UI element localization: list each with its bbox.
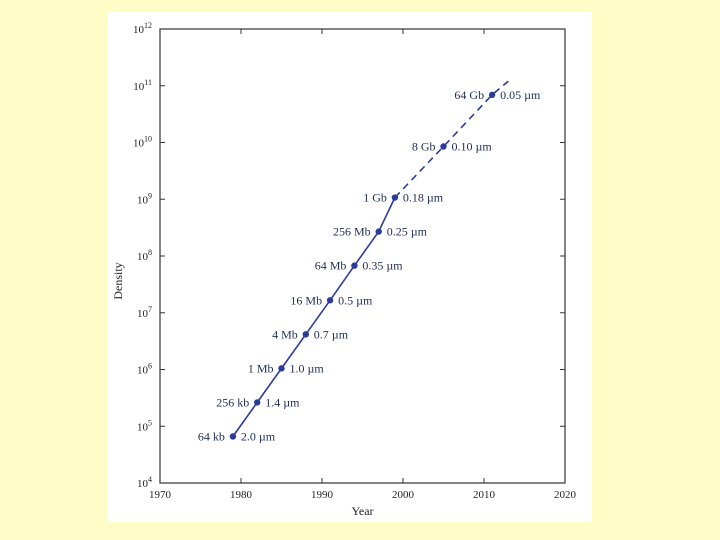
capacity-label: 256 kb — [216, 395, 249, 409]
tick-layer: 1970 1980 1990 2000 2010 2020 104 105 106 107 108 1… — [133, 21, 577, 501]
capacity-label: 64 kb — [198, 429, 225, 443]
data-point — [326, 297, 334, 304]
data-point — [254, 399, 261, 406]
data-point — [440, 143, 447, 150]
capacity-label: 8 Gb — [412, 139, 436, 153]
data-point — [391, 194, 399, 201]
data-points — [229, 91, 496, 440]
y-tick-label: 107 — [137, 305, 152, 320]
feature-size-label: 1.0 µm — [290, 361, 325, 375]
feature-size-label: 2.0 µm — [241, 429, 276, 443]
y-tick-label: 1010 — [133, 135, 152, 150]
capacity-label: 16 Mb — [290, 293, 322, 307]
point-labels: 64 kb 2.0 µm 256 kb 1.4 µm 1 Mb 1.0 µm 4 Mb 0.7… — [198, 88, 541, 444]
capacity-label: 256 Mb — [333, 225, 371, 239]
feature-size-label: 1.4 µm — [265, 395, 300, 409]
feature-size-label: 0.10 µm — [452, 139, 493, 153]
data-point — [278, 365, 285, 372]
x-tick-label: 2020 — [554, 489, 577, 501]
capacity-label: 64 Gb — [454, 88, 484, 102]
data-point — [229, 433, 237, 440]
x-tick-label: 2000 — [392, 489, 415, 501]
feature-size-label: 0.18 µm — [403, 191, 444, 205]
x-tick-label: 1990 — [311, 489, 334, 501]
feature-size-label: 0.7 µm — [314, 327, 349, 341]
capacity-label: 64 Mb — [315, 259, 347, 273]
y-tick-label: 106 — [137, 362, 152, 377]
capacity-label: 4 Mb — [272, 327, 298, 341]
density-chart: 1970 1980 1990 2000 2010 2020 104 105 106 107 108 1… — [111, 21, 577, 518]
y-tick-label: 109 — [137, 191, 152, 206]
feature-size-label: 0.05 µm — [500, 88, 541, 102]
capacity-label: 1 Gb — [363, 191, 387, 205]
data-point — [302, 331, 309, 338]
data-point — [488, 91, 496, 99]
y-axis-title: Density — [111, 262, 125, 299]
x-tick-label: 1970 — [149, 489, 172, 501]
feature-size-label: 0.5 µm — [338, 293, 373, 307]
x-axis-title: Year — [351, 504, 373, 518]
y-tick-label: 1011 — [133, 78, 152, 93]
feature-size-label: 0.35 µm — [362, 259, 403, 273]
y-tick-label: 105 — [137, 418, 152, 433]
y-tick-label: 1012 — [133, 21, 152, 36]
chart-figure: 1970 1980 1990 2000 2010 2020 104 105 106 107 108 1… — [108, 12, 592, 522]
capacity-label: 1 Mb — [248, 361, 274, 375]
y-tick-label: 108 — [137, 248, 152, 263]
x-tick-label: 1980 — [230, 489, 253, 501]
data-point — [375, 228, 382, 235]
x-tick-label: 2010 — [473, 489, 496, 501]
density-line — [232, 197, 396, 437]
series-lines — [232, 80, 509, 437]
y-tick-label: 104 — [137, 475, 152, 490]
data-point — [351, 262, 358, 269]
feature-size-label: 0.25 µm — [387, 225, 428, 239]
